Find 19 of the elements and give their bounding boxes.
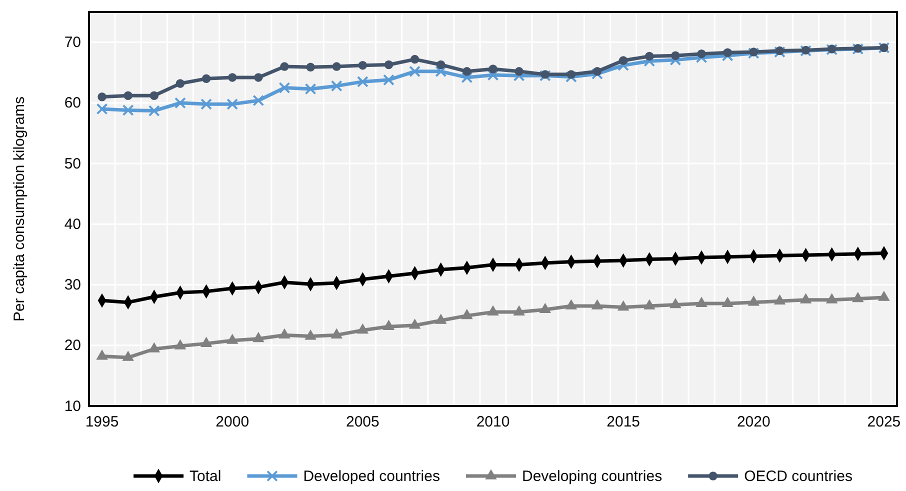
y-axis-title: Per capita consumption kilograms: [11, 96, 28, 322]
y-tick-label: 50: [64, 155, 81, 172]
legend-label: Developing countries: [522, 468, 662, 485]
x-tick-label: 1995: [85, 414, 119, 431]
x-tick-label: 2000: [216, 414, 250, 431]
x-tick-label: 2020: [736, 414, 770, 431]
x-tick-label: 2015: [606, 414, 640, 431]
y-tick-label: 10: [64, 398, 81, 415]
legend-label: Developed countries: [303, 468, 440, 485]
y-tick-label: 30: [64, 276, 81, 294]
x-tick-label: 2025: [867, 414, 901, 431]
x-tick-label: 2005: [346, 414, 380, 431]
legend-label: OECD countries: [744, 468, 852, 485]
x-tick-label: 2010: [476, 414, 510, 431]
y-tick-label: 20: [64, 337, 81, 354]
legend-label: Total: [190, 468, 222, 485]
y-tick-label: 60: [64, 94, 81, 112]
y-tick-label: 70: [64, 34, 81, 52]
y-tick-label: 40: [64, 216, 81, 233]
